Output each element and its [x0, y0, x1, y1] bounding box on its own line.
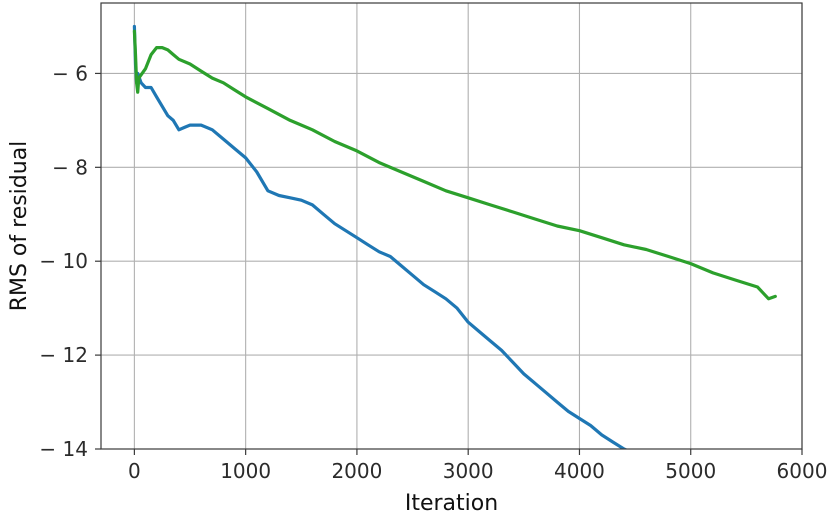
x-tick-label: 6000: [777, 459, 828, 483]
x-tick-label: 5000: [665, 459, 716, 483]
y-tick-label: − 6: [52, 61, 88, 85]
x-tick-label: 1000: [220, 459, 271, 483]
plot-frame: [100, 2, 803, 450]
y-tick-label: − 14: [39, 437, 88, 461]
y-axis-label: RMS of residual: [7, 141, 32, 312]
x-tick-label: 4000: [554, 459, 605, 483]
plot-area: [132, 24, 777, 449]
series-line-1: [132, 24, 629, 449]
x-tick-label: 3000: [443, 459, 494, 483]
series-line-2: [132, 29, 777, 301]
y-tick-label: − 12: [39, 343, 88, 367]
y-tick-label: − 10: [39, 249, 88, 273]
x-tick-label: 2000: [331, 459, 382, 483]
y-tick-label: − 8: [52, 155, 88, 179]
x-tick-label: 0: [128, 459, 141, 483]
x-axis-label: Iteration: [405, 491, 498, 515]
ticks: 0 1000 2000 3000 4000 5000 6000 − 6 − 8 − 10 − 12 −…: [39, 61, 827, 483]
